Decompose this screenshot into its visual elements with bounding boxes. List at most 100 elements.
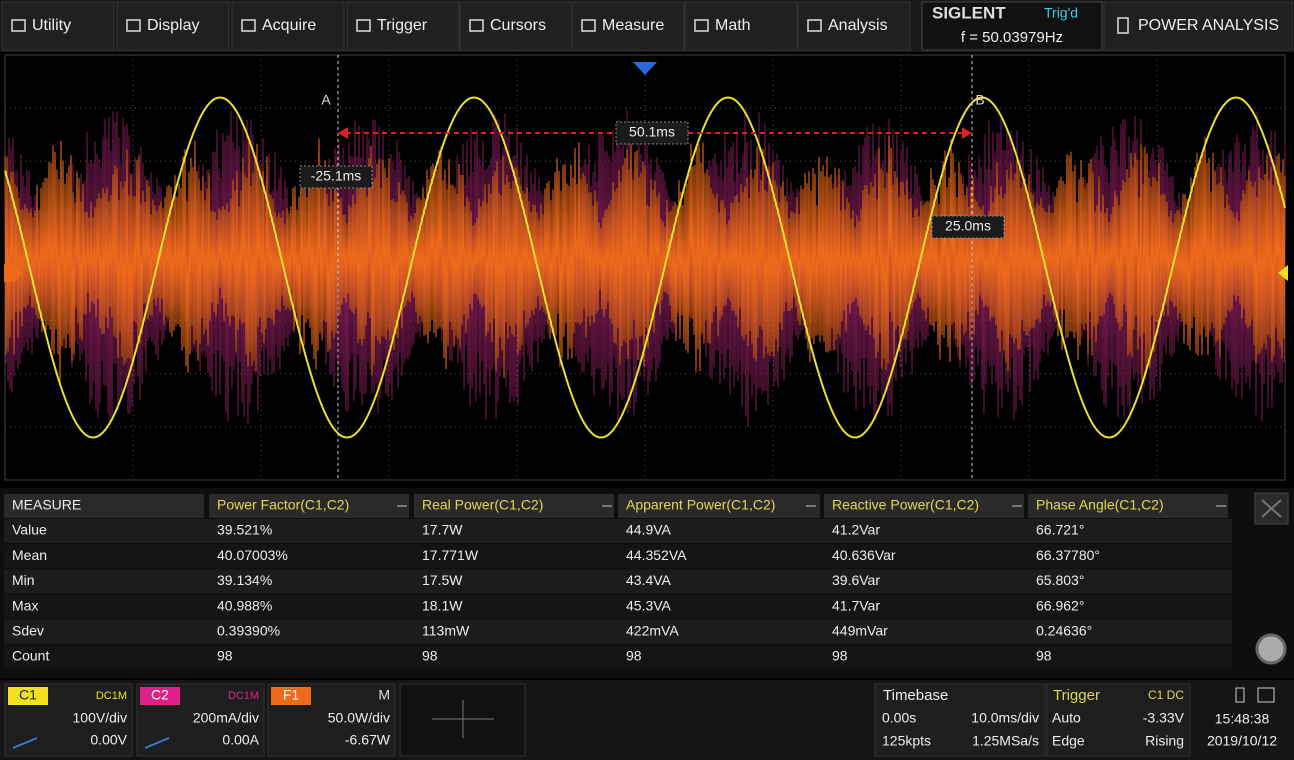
network-icon (1257, 687, 1275, 703)
measure-row (4, 645, 1232, 669)
cursor-b-time: 25.0ms (945, 218, 991, 234)
menu-button[interactable] (459, 1, 573, 51)
cursor-a-time: -25.1ms (311, 168, 362, 184)
timebase-delay: 0.00s (882, 710, 916, 726)
measure-row (4, 619, 1232, 644)
trigger-source: C1 DC (1148, 688, 1184, 702)
measure-header-cell (1028, 494, 1228, 518)
measure-value: 44.9VA (626, 522, 672, 538)
menu-button[interactable] (684, 1, 798, 51)
channel-scale: 200mA/div (193, 710, 259, 726)
channel-coupling: DC1M (228, 690, 259, 702)
measure-value: 18.1W (422, 597, 463, 613)
measure-value: 40.988% (217, 597, 272, 613)
channel-tag (140, 687, 180, 705)
measure-value: 0.24636° (1036, 623, 1092, 639)
menu-icon (241, 19, 256, 32)
channel-scale: 50.0W/div (328, 710, 390, 726)
menu-button[interactable] (1, 1, 115, 51)
menu-label: Trigger (377, 17, 428, 34)
cursor-delta: 50.1ms (629, 124, 675, 140)
cursor-b-time-box (931, 215, 1005, 239)
measure-value: 422mVA (626, 623, 679, 639)
mode-box[interactable] (1103, 1, 1293, 51)
menu-icon (126, 19, 141, 32)
measure-value: 98 (626, 648, 642, 664)
measure-value: 66.962° (1036, 597, 1084, 613)
channel-scale: 100V/div (73, 710, 127, 726)
menu-label: Measure (602, 17, 664, 34)
mode-icon (1117, 17, 1129, 34)
menu-button[interactable] (346, 1, 460, 51)
measure-row (4, 544, 1232, 569)
measure-value: 98 (1036, 648, 1052, 664)
measure-row-label: Sdev (12, 623, 44, 639)
measure-column-header: Reactive Power(C1,C2) (832, 497, 979, 513)
channel-coupling: M (378, 687, 390, 703)
trigger-state: Trig'd (1044, 5, 1078, 21)
menu-button[interactable] (231, 1, 345, 51)
trigger-level (1278, 265, 1288, 281)
measure-value: 41.2Var (832, 522, 880, 538)
waveforms (4, 62, 1288, 439)
menu-label: Display (147, 17, 199, 34)
measure-value: 65.803° (1036, 572, 1084, 588)
menu-label: Acquire (262, 17, 316, 34)
measure-value: 98 (217, 648, 233, 664)
menu-icon (694, 19, 709, 32)
trace-c1 (4, 96, 1286, 439)
timebase-title: Timebase (883, 687, 948, 704)
measure-value: 43.4VA (626, 572, 672, 588)
menu-button[interactable] (116, 1, 230, 51)
measure-header-cell (209, 494, 409, 518)
channel-tag (271, 687, 311, 705)
menu-button[interactable] (571, 1, 685, 51)
measure-column-header: Phase Angle(C1,C2) (1036, 497, 1164, 513)
measure-value: 449mVar (832, 623, 888, 639)
trace-c2 (4, 109, 1286, 428)
channel-tag (8, 687, 48, 705)
measure-value: 41.7Var (832, 597, 880, 613)
settings-button[interactable] (1255, 633, 1287, 665)
timebase-points: 125kpts (882, 733, 931, 749)
channel-name: C1 (19, 687, 37, 703)
measure-value: 40.636Var (832, 547, 896, 563)
measure-row (4, 594, 1232, 619)
menu-label: Cursors (490, 17, 546, 34)
timebase-box[interactable] (874, 683, 1046, 757)
measure-row (4, 519, 1232, 543)
measure-value: 40.07003% (217, 547, 288, 563)
menu-button[interactable] (797, 1, 911, 51)
measure-value: 39.134% (217, 572, 272, 588)
trigger-title: Trigger (1053, 687, 1100, 704)
measure-row-label: Min (12, 572, 35, 588)
menu-icon (807, 19, 822, 32)
brand: SIGLENT (932, 3, 1006, 22)
cursor-a-label: A (321, 92, 331, 108)
trigger-box[interactable] (1046, 683, 1191, 757)
measure-header-cell (414, 494, 614, 518)
measure-column-header: Real Power(C1,C2) (422, 497, 543, 513)
measure-row-label: Value (12, 522, 47, 538)
menu-icon (356, 19, 371, 32)
measure-value: 44.352VA (626, 547, 687, 563)
measure-value: 17.7W (422, 522, 463, 538)
measure-row (4, 569, 1232, 594)
menu-icon (469, 19, 484, 32)
measure-column-header: Power Factor(C1,C2) (217, 497, 349, 513)
measure-value: 66.37780° (1036, 547, 1100, 563)
menu-label: Math (715, 17, 751, 34)
trigger-position (633, 62, 657, 75)
measure-row-label: Max (12, 597, 38, 613)
channel-offset: 0.00A (222, 732, 259, 748)
status-box (921, 1, 1103, 51)
mode-label: POWER ANALYSIS (1138, 17, 1279, 34)
measure-value: 17.5W (422, 572, 463, 588)
menu-label: Utility (32, 17, 71, 34)
channel-offset: -6.67W (345, 732, 391, 748)
measure-value: 17.771W (422, 547, 479, 563)
channel-name: F1 (283, 687, 300, 703)
channel-marker (4, 264, 22, 282)
